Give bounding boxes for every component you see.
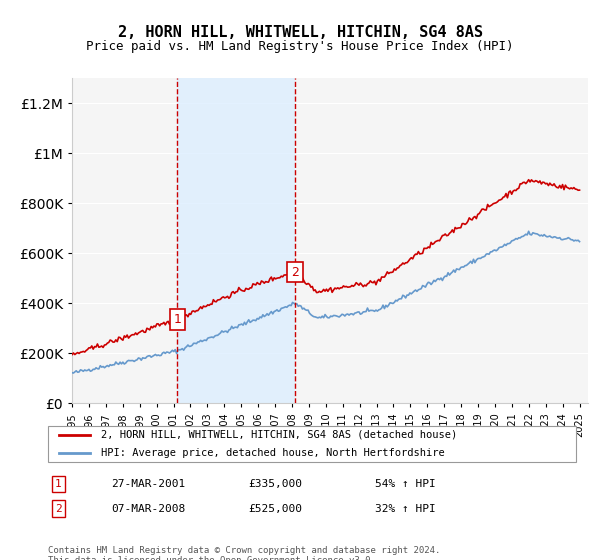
Text: 27-MAR-2001: 27-MAR-2001 bbox=[112, 479, 185, 489]
Text: 32% ↑ HPI: 32% ↑ HPI bbox=[376, 504, 436, 514]
Text: 1: 1 bbox=[55, 479, 62, 489]
Text: £525,000: £525,000 bbox=[248, 504, 302, 514]
Text: 2: 2 bbox=[291, 265, 299, 278]
Text: 2: 2 bbox=[55, 504, 62, 514]
Text: 2, HORN HILL, WHITWELL, HITCHIN, SG4 8AS (detached house): 2, HORN HILL, WHITWELL, HITCHIN, SG4 8AS… bbox=[101, 430, 457, 440]
Text: 2, HORN HILL, WHITWELL, HITCHIN, SG4 8AS: 2, HORN HILL, WHITWELL, HITCHIN, SG4 8AS bbox=[118, 25, 482, 40]
Text: 54% ↑ HPI: 54% ↑ HPI bbox=[376, 479, 436, 489]
FancyBboxPatch shape bbox=[48, 426, 576, 462]
Text: £335,000: £335,000 bbox=[248, 479, 302, 489]
Bar bbox=[178, 78, 295, 403]
Text: Price paid vs. HM Land Registry's House Price Index (HPI): Price paid vs. HM Land Registry's House … bbox=[86, 40, 514, 53]
Text: 07-MAR-2008: 07-MAR-2008 bbox=[112, 504, 185, 514]
Text: Contains HM Land Registry data © Crown copyright and database right 2024.
This d: Contains HM Land Registry data © Crown c… bbox=[48, 546, 440, 560]
Text: 1: 1 bbox=[173, 313, 181, 326]
Text: HPI: Average price, detached house, North Hertfordshire: HPI: Average price, detached house, Nort… bbox=[101, 448, 445, 458]
